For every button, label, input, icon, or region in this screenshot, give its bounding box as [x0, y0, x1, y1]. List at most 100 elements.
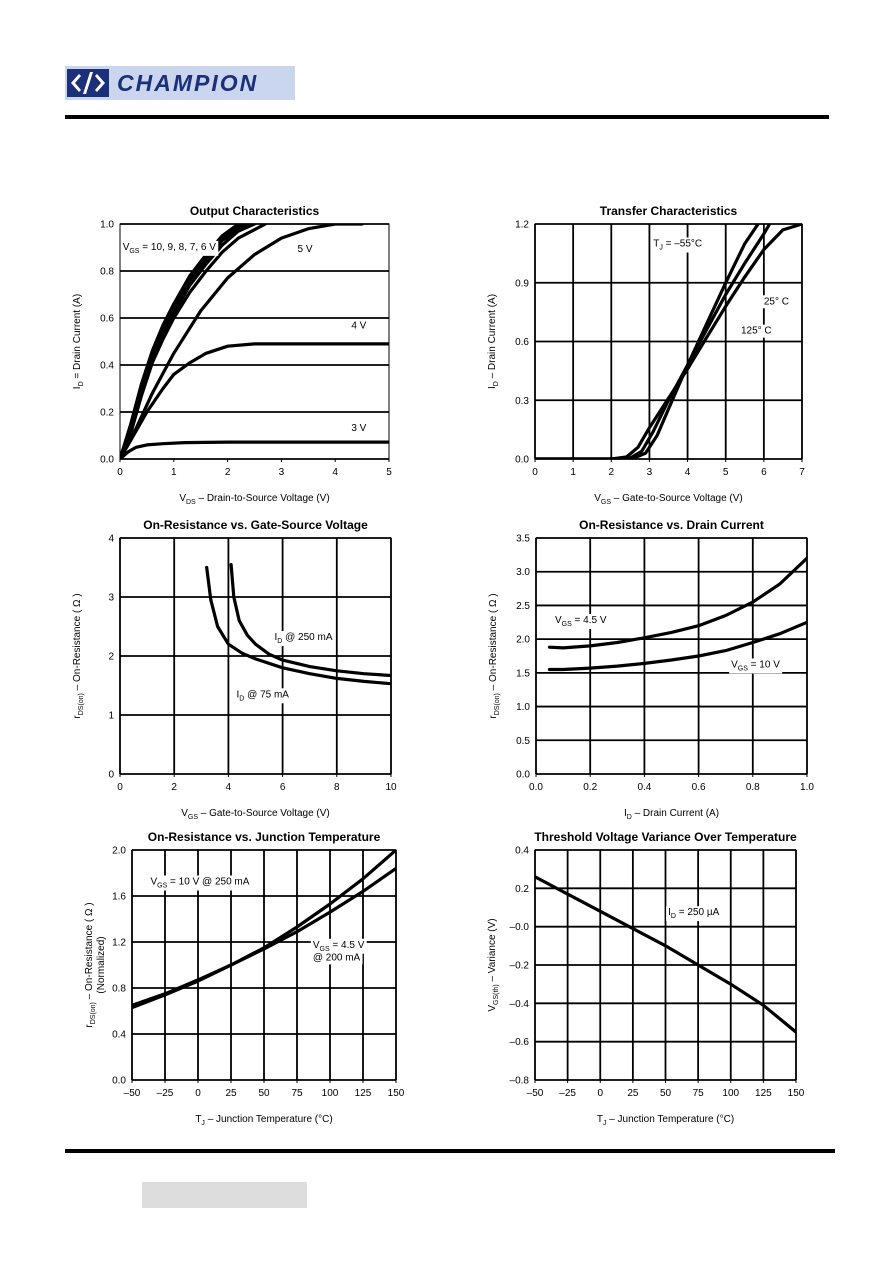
x-tick-label: 2 [609, 467, 615, 478]
x-tick-label: 5 [723, 467, 729, 478]
chart-output-characteristics: Output Characteristics 0 1 2 3 4 5 0.0 0.2 0.4 0.6… [72, 204, 392, 506]
x-tick-label: 150 [788, 1088, 805, 1099]
x-tick-label: 10 [385, 782, 397, 793]
chart-on-resistance-vs-junction-temperature: On-Resistance vs. Junction Temperature –5… [84, 830, 405, 1127]
footer-label-box [142, 1182, 307, 1208]
annotation-background [310, 938, 367, 954]
plot-frame [119, 537, 392, 775]
x-tick-label: 8 [334, 782, 340, 793]
x-axis-label: VGS – Gate-to-Source Voltage (V) [181, 808, 330, 821]
series-line-7 [120, 440, 389, 459]
annotation-label: VGS = 10, 9, 8, 7, 6 V [123, 242, 217, 255]
y-tick-label: 0.4 [112, 1030, 126, 1041]
annotation-label: ID @ 250 mA [274, 632, 332, 645]
y-tick-label: 1.5 [516, 668, 530, 679]
footer-rule [65, 1149, 835, 1153]
series-line-6 [120, 342, 389, 459]
chart-on-resistance-vs-gate-source-voltage: On-Resistance vs. Gate-Source Voltage 0 2 4… [72, 518, 397, 821]
chart-title: On-Resistance vs. Gate-Source Voltage [143, 518, 368, 532]
y-axis-label: rDS(on) – On-Resistance ( Ω ) [488, 593, 501, 718]
chart-title: Output Characteristics [190, 204, 320, 218]
y-tick-label: –0.0 [510, 922, 530, 933]
y-axis-label: rDS(on) – On-Resistance ( Ω ) [72, 593, 85, 718]
annotation-label: 3 V [351, 423, 366, 434]
y-tick-label: 0.0 [112, 1076, 126, 1087]
x-tick-label: 6 [761, 467, 767, 478]
series-line-1 [547, 620, 807, 672]
y-tick-label: 1.0 [516, 702, 530, 713]
annotation-label: VGS = 4.5 V [313, 940, 365, 953]
annotation-label: 5 V [298, 244, 313, 255]
x-tick-label: 100 [722, 1088, 739, 1099]
x-tick-label: 4 [332, 467, 338, 478]
y-axis-label: ID – Drain Current (A) [487, 294, 500, 389]
chart-on-resistance-vs-drain-current: On-Resistance vs. Drain Current 0.0 0.2 0.4… [488, 518, 814, 821]
x-tick-label: 0 [117, 467, 123, 478]
series-line-1 [205, 565, 391, 686]
annotation-label: ID @ 75 mA [237, 689, 290, 702]
x-tick-label: 3 [647, 467, 653, 478]
x-tick-label: 0 [597, 1088, 603, 1099]
y-tick-label: 0.0 [100, 455, 114, 466]
chart-title: On-Resistance vs. Drain Current [579, 518, 764, 532]
annotation-background [729, 658, 783, 674]
x-axis-label: VDS – Drain-to-Source Voltage (V) [179, 493, 329, 506]
x-tick-label: 6 [280, 782, 286, 793]
x-tick-label: 0.8 [746, 782, 760, 793]
y-tick-label: 0.0 [515, 455, 529, 466]
logo-wordmark: CHAMPION [117, 70, 258, 96]
annotation-background [234, 688, 292, 704]
chart-title: Transfer Characteristics [600, 204, 738, 218]
y-tick-label: 0.0 [516, 770, 530, 781]
x-tick-label: 5 [386, 467, 392, 478]
y-tick-label: 0.2 [100, 408, 114, 419]
annotation-background [349, 421, 369, 435]
y-tick-label: 3 [108, 593, 114, 604]
logo-mark-icon [67, 69, 109, 97]
x-tick-label: –25 [559, 1088, 576, 1099]
x-tick-label: –25 [157, 1088, 174, 1099]
x-tick-label: 100 [322, 1088, 339, 1099]
annotation-background [295, 243, 315, 257]
annotation-label: 4 V [351, 321, 366, 332]
y-tick-label: 2.5 [516, 601, 530, 612]
chart-transfer-characteristics: Transfer Characteristics 0 1 2 3 4 5 6 7 0.0 0.3 0.… [487, 204, 805, 506]
annotation-background [148, 875, 252, 891]
x-tick-label: 25 [225, 1088, 237, 1099]
annotation-background [651, 237, 705, 253]
x-tick-label: –50 [124, 1088, 141, 1099]
annotation-label: @ 200 mA [313, 952, 361, 963]
x-axis-label: TJ – Junction Temperature (°C) [597, 1114, 734, 1127]
x-tick-label: 0.2 [583, 782, 597, 793]
x-tick-label: 3 [279, 467, 285, 478]
header-rule [65, 115, 829, 119]
y-tick-label: 0.2 [515, 884, 529, 895]
x-axis-label: ID – Drain Current (A) [624, 808, 719, 821]
x-tick-label: 25 [627, 1088, 639, 1099]
annotation-label: VGS = 4.5 V [555, 615, 607, 628]
annotation-background [738, 324, 774, 338]
y-tick-label: 1.6 [112, 892, 126, 903]
annotation-label: VGS = 10 V [731, 659, 780, 672]
y-tick-label: –0.4 [510, 999, 530, 1010]
annotation-background [120, 240, 219, 256]
y-tick-label: –0.2 [510, 961, 530, 972]
x-tick-label: 1.0 [800, 782, 814, 793]
annotation-label: VGS = 10 V @ 250 mA [150, 877, 249, 890]
annotation-label: ID = 250 µA [668, 907, 719, 920]
series-line-0 [535, 875, 796, 1034]
x-tick-label: 0.6 [692, 782, 706, 793]
series-line-0 [229, 562, 391, 678]
series-line-1 [132, 866, 396, 1007]
annotation-label: 125° C [741, 326, 772, 337]
y-tick-label: 0.4 [100, 361, 114, 372]
series-line-2 [535, 224, 802, 459]
y-tick-label: 2.0 [516, 635, 530, 646]
annotation-background [666, 906, 722, 922]
y-tick-label: 0.9 [515, 278, 529, 289]
series-line-4 [120, 224, 267, 459]
chart-title: Threshold Voltage Variance Over Temperat… [534, 830, 797, 844]
series-line-5 [120, 224, 364, 459]
x-tick-label: 2 [171, 782, 177, 793]
y-tick-label: 2 [108, 652, 114, 663]
